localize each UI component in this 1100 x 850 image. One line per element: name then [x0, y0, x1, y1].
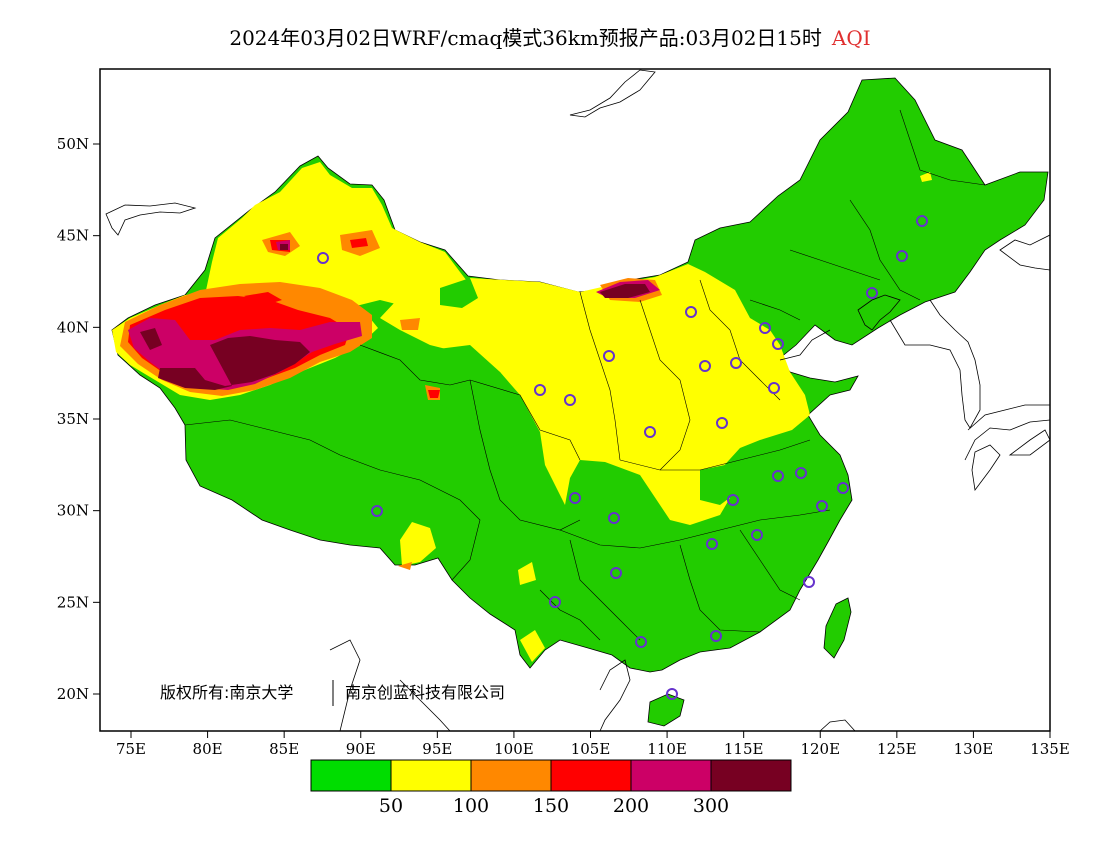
province-boundaries	[184, 109, 986, 641]
colorbar-swatch	[470, 759, 552, 792]
station-marker	[685, 306, 697, 318]
y-axis: 50N 45N 40N 35N 30N 25N 20N	[57, 135, 100, 703]
station-marker	[727, 494, 739, 506]
station-marker	[564, 394, 576, 406]
station-markers	[317, 215, 928, 700]
colorbar-swatch	[630, 759, 712, 792]
x-tick-label: 90E	[346, 740, 376, 758]
station-marker	[795, 467, 807, 479]
aqi-level-above-300-regions	[140, 244, 650, 390]
y-tick-label: 30N	[57, 502, 89, 520]
station-marker	[816, 500, 828, 512]
station-marker	[635, 636, 647, 648]
colorbar-label: 150	[533, 795, 569, 817]
x-tick-label: 110E	[647, 740, 687, 758]
y-tick-label: 40N	[57, 318, 89, 336]
green-pockets	[400, 278, 740, 505]
station-marker	[371, 505, 383, 517]
colorbar-label: 50	[379, 795, 403, 817]
colorbar-swatch	[390, 759, 472, 792]
station-marker	[916, 215, 928, 227]
x-tick-label: 115E	[724, 740, 764, 758]
station-marker	[730, 357, 742, 369]
station-marker	[772, 338, 784, 350]
x-tick-label: 130E	[954, 740, 994, 758]
station-marker	[706, 538, 718, 550]
map-title: 2024年03月02日WRF/cmaq模式36km预报产品:03月02日15时 A…	[0, 22, 1100, 51]
colorbar-swatch	[710, 759, 792, 792]
copyright-part1: 版权所有:南京大学	[160, 683, 293, 702]
x-tick-label: 105E	[571, 740, 611, 758]
x-axis: 75E 80E 85E 90E 95E 100E 105E 110E 115E 120E 125E 1…	[116, 731, 1070, 758]
x-tick-label: 85E	[269, 740, 299, 758]
title-main: 2024年03月02日WRF/cmaq模式36km预报产品:03月02日15时	[229, 26, 822, 50]
station-marker	[603, 350, 615, 362]
station-marker	[772, 470, 784, 482]
station-marker	[549, 596, 561, 608]
copyright-part2: 南京创蓝科技有限公司	[345, 683, 505, 702]
station-marker	[896, 250, 908, 262]
map-frame	[99, 68, 1051, 732]
station-marker	[569, 492, 581, 504]
x-tick-label: 95E	[422, 740, 452, 758]
colorbar-swatch	[310, 759, 392, 792]
x-tick-label: 120E	[800, 740, 840, 758]
station-marker	[803, 576, 815, 588]
x-tick-label: 100E	[494, 740, 534, 758]
y-tick-label: 20N	[57, 685, 89, 703]
taiwan-island	[823, 597, 852, 659]
title-variable: AQI	[831, 26, 871, 50]
station-marker	[699, 360, 711, 372]
station-marker	[608, 512, 620, 524]
colorbar-label: 300	[693, 795, 729, 817]
colorbar-label: 100	[453, 795, 489, 817]
station-marker	[610, 567, 622, 579]
station-marker	[534, 384, 546, 396]
y-tick-label: 50N	[57, 135, 89, 153]
y-tick-label: 35N	[57, 410, 89, 428]
station-marker	[751, 529, 763, 541]
y-tick-label: 45N	[57, 227, 89, 245]
station-marker	[837, 482, 849, 494]
colorbar-label: 200	[613, 795, 649, 817]
station-marker	[666, 688, 678, 700]
station-marker	[317, 252, 329, 264]
colorbar-swatch	[550, 759, 632, 792]
colorbar: 50 100 150 200 300	[310, 759, 792, 817]
station-marker	[710, 630, 722, 642]
station-marker	[759, 322, 771, 334]
x-tick-label: 80E	[193, 740, 223, 758]
station-marker	[716, 417, 728, 429]
x-tick-label: 125E	[877, 740, 917, 758]
station-marker	[866, 287, 878, 299]
y-tick-label: 25N	[57, 593, 89, 611]
x-tick-label: 75E	[116, 740, 146, 758]
station-marker	[768, 382, 780, 394]
station-marker	[644, 426, 656, 438]
x-tick-label: 135E	[1030, 740, 1070, 758]
coastlines	[105, 69, 1050, 731]
